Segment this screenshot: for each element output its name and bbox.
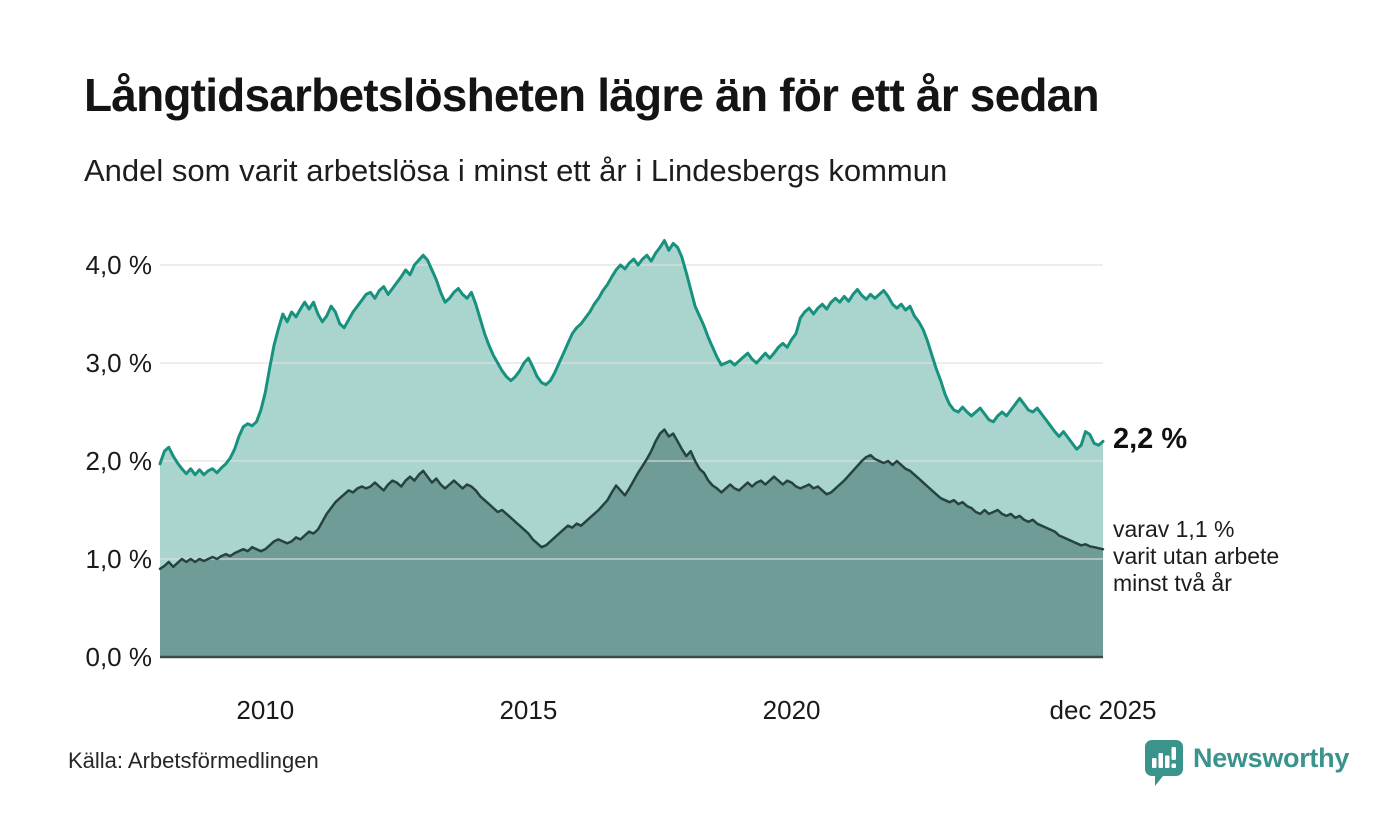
two-year-line bbox=[158, 428, 1105, 571]
latest-two-year-label: varav 1,1 % varit utan arbete minst två … bbox=[1113, 516, 1279, 597]
page-subtitle: Andel som varit arbetslösa i minst ett å… bbox=[84, 153, 948, 188]
brand-lockup: Newsworthy bbox=[1144, 739, 1349, 787]
x-tick-label: dec 2025 bbox=[1050, 695, 1157, 725]
y-tick-label: 4,0 % bbox=[86, 250, 153, 280]
y-tick-label: 1,0 % bbox=[86, 544, 153, 574]
brand-name: Newsworthy bbox=[1193, 743, 1350, 773]
latest-value-label: 2,2 % bbox=[1113, 423, 1188, 455]
x-tick-label: 2010 bbox=[236, 695, 294, 725]
y-tick-label: 0,0 % bbox=[86, 642, 153, 672]
two-year-label-line1: varav 1,1 % bbox=[1113, 516, 1235, 542]
newsworthy-logo-icon bbox=[1145, 740, 1183, 786]
two-year-area bbox=[160, 429, 1103, 657]
two-year-label-line3: minst två år bbox=[1113, 570, 1232, 596]
two-year-label-line2: varit utan arbete bbox=[1113, 543, 1280, 569]
page-title: Långtidsarbetslösheten lägre än för ett … bbox=[84, 69, 1100, 121]
total-line bbox=[158, 239, 1105, 477]
y-tick-label: 2,0 % bbox=[86, 446, 153, 476]
source-credit: Källa: Arbetsförmedlingen bbox=[68, 748, 319, 773]
y-tick-label: 3,0 % bbox=[86, 348, 153, 378]
x-tick-label: 2020 bbox=[763, 695, 821, 725]
x-tick-label: 2015 bbox=[499, 695, 557, 725]
